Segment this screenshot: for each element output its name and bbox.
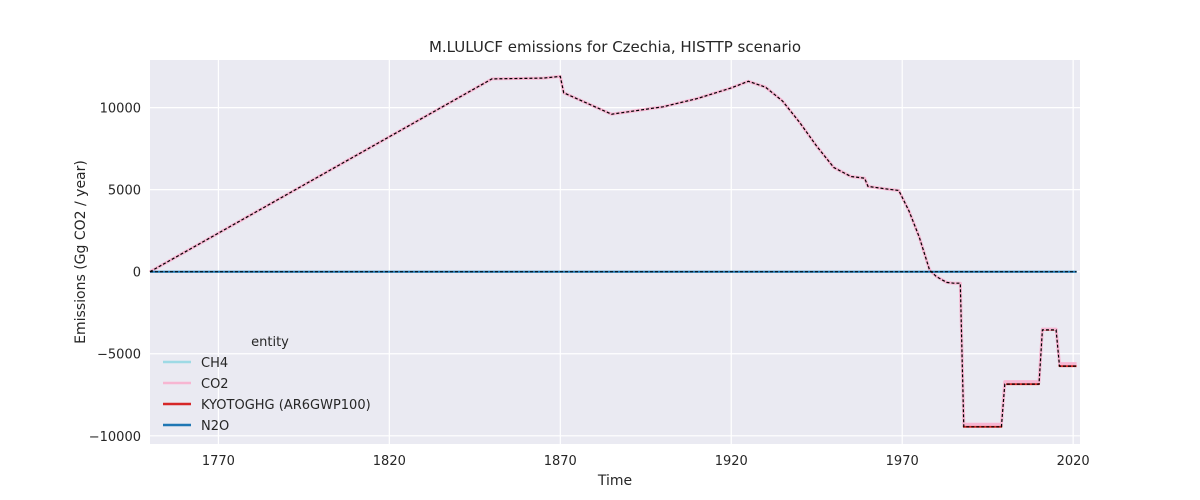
y-tick-label: −5000 (97, 348, 141, 363)
plot-area (150, 60, 1080, 444)
legend-label: CH4 (201, 356, 228, 371)
y-tick-label: 0 (133, 266, 141, 281)
x-tick-label: 1770 (202, 454, 235, 469)
x-tick-label: 1870 (544, 454, 577, 469)
legend-label: KYOTOGHG (AR6GWP100) (201, 398, 371, 413)
y-tick-label: 5000 (108, 184, 141, 199)
legend: entity CH4 CO2 KYOTOGHG (AR6GWP100) N2O (163, 335, 371, 434)
y-tick-label: −10000 (89, 430, 141, 445)
y-tick-labels: −10000 −5000 0 5000 10000 (89, 102, 141, 445)
x-tick-label: 1820 (373, 454, 406, 469)
y-axis-label: Emissions (Gg CO2 / year) (73, 160, 89, 344)
y-tick-label: 10000 (100, 102, 141, 117)
x-tick-labels: 1770 1820 1870 1920 1970 2020 (202, 454, 1090, 469)
series-line-total-dashed (149, 75, 1077, 428)
x-axis-label: Time (597, 473, 632, 489)
x-tick-label: 1970 (886, 454, 919, 469)
legend-title: entity (251, 335, 289, 350)
x-tick-label: 1920 (715, 454, 748, 469)
x-tick-label: 2020 (1057, 454, 1090, 469)
legend-label: CO2 (201, 377, 229, 392)
series-lines (149, 74, 1077, 428)
chart-title: M.LULUCF emissions for Czechia, HISTTP s… (429, 38, 801, 56)
legend-label: N2O (201, 419, 229, 434)
